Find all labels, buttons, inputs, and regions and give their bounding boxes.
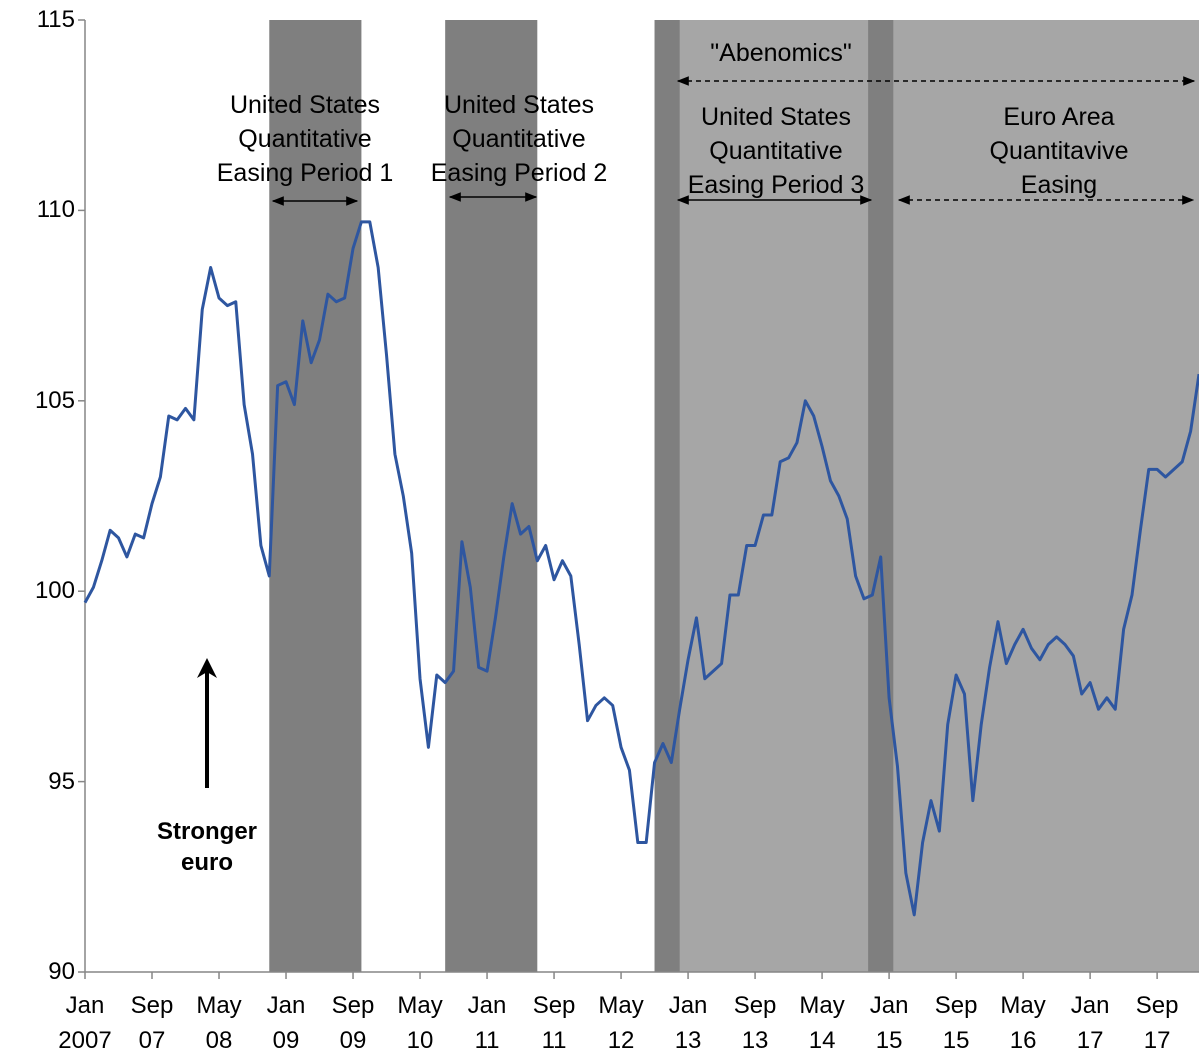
- y-tick-label: 105: [34, 386, 75, 414]
- x-tick-label: Sep 15: [934, 992, 978, 1054]
- x-tick-label: Jan 17: [1070, 992, 1110, 1054]
- y-tick-label: 90: [48, 958, 75, 985]
- x-tick-label: May 16: [1000, 992, 1046, 1054]
- x-tick-label: Sep 11: [532, 992, 576, 1054]
- annotation: United States Quantitative Easing Period…: [430, 91, 608, 187]
- x-tick-label: Sep 09: [331, 992, 375, 1054]
- x-tick-label: May 08: [196, 992, 242, 1054]
- annotation: Stronger euro: [156, 818, 258, 876]
- annotation-arrows: [197, 76, 1196, 788]
- x-tick-label: May 10: [397, 992, 443, 1054]
- y-tick-label: 110: [36, 196, 75, 224]
- y-tick-label: 95: [48, 767, 75, 795]
- x-tick-label: Jan 09: [266, 992, 306, 1054]
- x-tick-label: Jan 15: [869, 992, 909, 1054]
- annotation: United States Quantitative Easing Period…: [687, 103, 865, 199]
- x-tick-label: Sep 13: [733, 992, 777, 1054]
- x-tick-label: May 12: [598, 992, 644, 1054]
- shaded-period: [868, 20, 894, 972]
- x-tick-label: Jan 11: [467, 992, 507, 1054]
- shading: [269, 20, 1199, 972]
- data-line: [83, 220, 1199, 917]
- shaded-period: [269, 20, 362, 972]
- x-tick-label: Jan 2007: [58, 992, 112, 1054]
- marks: [78, 19, 1199, 979]
- x-tick-label: Sep 07: [130, 992, 174, 1054]
- annotation: Euro Area Quantitavive Easing: [989, 103, 1129, 199]
- shaded-period: [654, 20, 1199, 972]
- shaded-period: [654, 20, 680, 972]
- y-tick-label: 115: [36, 6, 75, 33]
- x-tick-label: May 14: [799, 992, 845, 1054]
- x-tick-label: Jan 13: [668, 992, 708, 1054]
- shaded-period: [445, 20, 538, 972]
- annotation: "Abenomics": [710, 39, 852, 67]
- y-tick-label: 100: [34, 577, 75, 605]
- annotation: United States Quantitative Easing Period…: [216, 91, 394, 187]
- x-tick-label: Sep 17: [1135, 992, 1179, 1054]
